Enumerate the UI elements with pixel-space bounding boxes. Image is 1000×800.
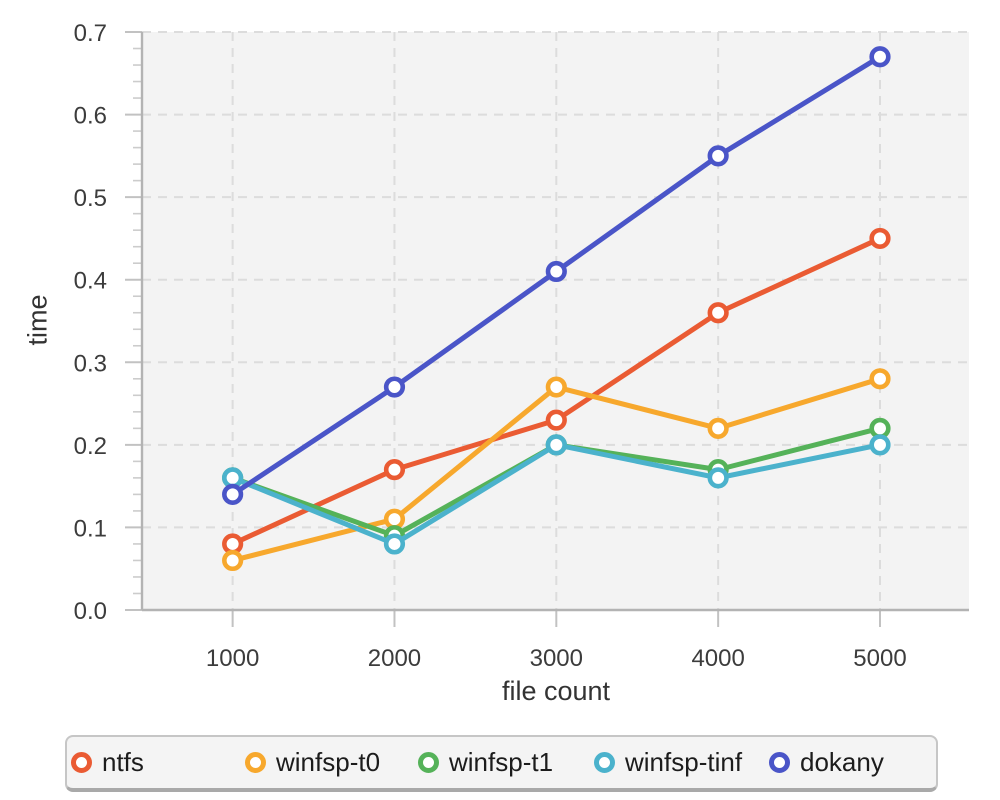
y-tick-label: 0.4 bbox=[74, 268, 107, 295]
legend-item-winfsp-t1: winfsp-t1 bbox=[418, 737, 553, 788]
data-point-winfsp-tinf-4000 bbox=[707, 467, 729, 489]
legend-label-winfsp-t0: winfsp-t0 bbox=[276, 747, 381, 777]
data-point-dokany-4000 bbox=[707, 145, 729, 167]
data-point-winfsp-t0-4000 bbox=[707, 417, 729, 439]
data-point-dokany-2000 bbox=[383, 376, 406, 398]
legend-marker-dokany-icon bbox=[769, 752, 790, 773]
legend-label-winfsp-tinf: winfsp-tinf bbox=[625, 747, 743, 777]
legend-item-ntfs: ntfs bbox=[71, 737, 144, 788]
legend-marker-ntfs-icon bbox=[71, 752, 92, 773]
legend-marker-winfsp-t1-icon bbox=[418, 752, 439, 773]
data-point-ntfs-1000 bbox=[222, 533, 244, 555]
legend-item-winfsp-t0: winfsp-t0 bbox=[245, 737, 380, 788]
legend-marker-winfsp-t0-icon bbox=[245, 752, 266, 773]
data-point-winfsp-tinf-2000 bbox=[383, 533, 406, 555]
data-point-winfsp-t0-5000 bbox=[869, 368, 891, 390]
y-tick-label: 0.5 bbox=[74, 185, 107, 212]
x-axis-label: file count bbox=[501, 676, 611, 706]
legend-item-winfsp-tinf: winfsp-tinf bbox=[594, 737, 742, 788]
legend-marker-winfsp-tinf-icon bbox=[594, 752, 615, 773]
data-point-ntfs-4000 bbox=[707, 302, 729, 324]
legend-label-dokany: dokany bbox=[800, 747, 884, 777]
data-point-winfsp-t0-1000 bbox=[222, 549, 244, 572]
legend-label-ntfs: ntfs bbox=[102, 747, 144, 777]
data-point-winfsp-t0-2000 bbox=[383, 508, 406, 530]
line-chart-plot: 0.0 0.1 0.2 0.3 0.4 0.5 0.6 0.7 1000 2000 3000 4000… bbox=[74, 20, 969, 672]
data-point-dokany-5000 bbox=[869, 46, 891, 68]
x-tick-label: 1000 bbox=[206, 645, 259, 672]
data-point-winfsp-tinf-3000 bbox=[545, 434, 567, 456]
data-point-dokany-3000 bbox=[545, 260, 567, 283]
data-point-ntfs-3000 bbox=[545, 409, 567, 431]
legend-label-winfsp-t1: winfsp-t1 bbox=[449, 747, 554, 777]
x-tick-label: 5000 bbox=[853, 645, 906, 672]
data-point-winfsp-tinf-5000 bbox=[869, 434, 891, 456]
y-tick-label: 0.3 bbox=[74, 350, 107, 377]
x-tick-label: 2000 bbox=[368, 645, 421, 672]
legend-item-dokany: dokany bbox=[769, 737, 884, 788]
data-point-winfsp-t0-3000 bbox=[545, 376, 567, 398]
y-tick-label: 0.1 bbox=[74, 515, 107, 542]
data-point-ntfs-2000 bbox=[383, 459, 406, 481]
x-tick-label: 3000 bbox=[530, 645, 583, 672]
data-point-winfsp-t1-5000 bbox=[869, 417, 891, 439]
y-tick-label: 0.2 bbox=[74, 433, 107, 460]
data-point-ntfs-5000 bbox=[869, 227, 891, 250]
y-tick-label: 0.6 bbox=[74, 103, 107, 130]
chart-legend: ntfs winfsp-t0 winfsp-t1 winfsp-tinf dokany bbox=[65, 735, 938, 792]
data-point-winfsp-tinf-1000 bbox=[222, 467, 244, 489]
y-tick-label: 0.0 bbox=[74, 598, 107, 625]
y-axis-label: time bbox=[22, 294, 53, 346]
y-tick-label: 0.7 bbox=[74, 20, 107, 47]
x-tick-label: 4000 bbox=[691, 645, 744, 672]
data-point-dokany-1000 bbox=[222, 483, 244, 506]
